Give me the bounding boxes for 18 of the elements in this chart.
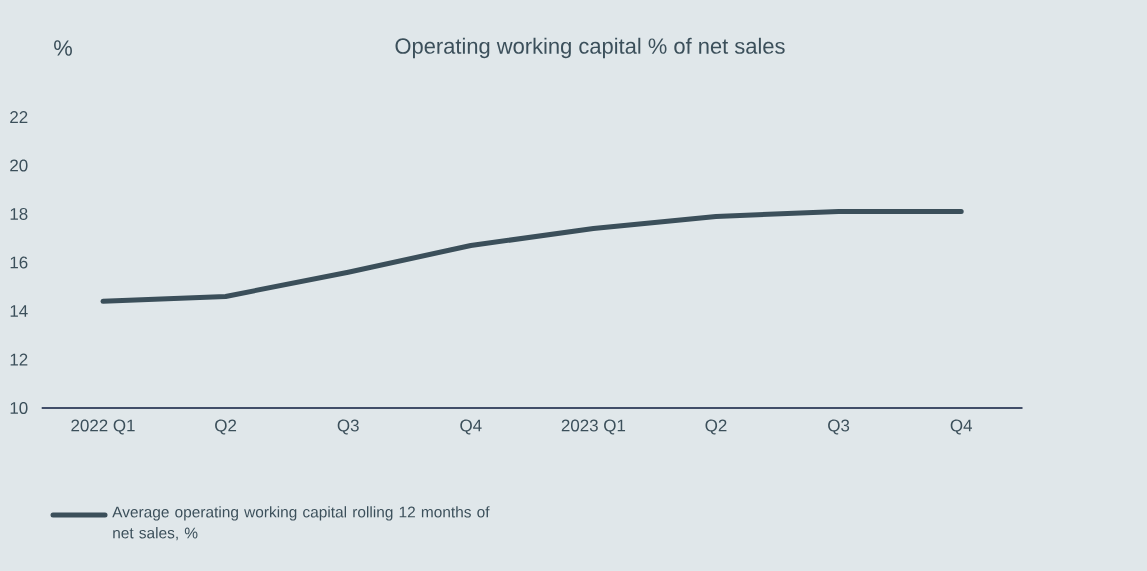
x-tick-label: Q2	[215, 419, 237, 435]
y-tick-label: 14	[10, 305, 28, 317]
y-axis-title: %	[54, 40, 72, 56]
x-tick-label: Q4	[950, 419, 973, 435]
chart-title: Operating working capital % of net sales	[395, 37, 785, 59]
x-tick-label: 2022 Q1	[71, 419, 135, 435]
x-tick-label: Q3	[337, 419, 359, 435]
x-tick-label: Q3	[828, 419, 850, 435]
x-tick-label: Q2	[705, 419, 727, 435]
x-tick-label: 2023 Q1	[561, 419, 626, 435]
y-tick-label: 18	[10, 207, 28, 220]
y-tick-label: 10	[10, 401, 28, 414]
y-tick-label: 22	[10, 111, 28, 123]
y-tick-label: 12	[10, 353, 28, 366]
y-tick-label: 16	[10, 256, 28, 269]
x-tick-label: Q4	[460, 419, 482, 435]
y-tick-label: 20	[10, 159, 28, 172]
legend-label: Average operating working capital rolling 12 months of net sales, %	[112, 506, 490, 541]
